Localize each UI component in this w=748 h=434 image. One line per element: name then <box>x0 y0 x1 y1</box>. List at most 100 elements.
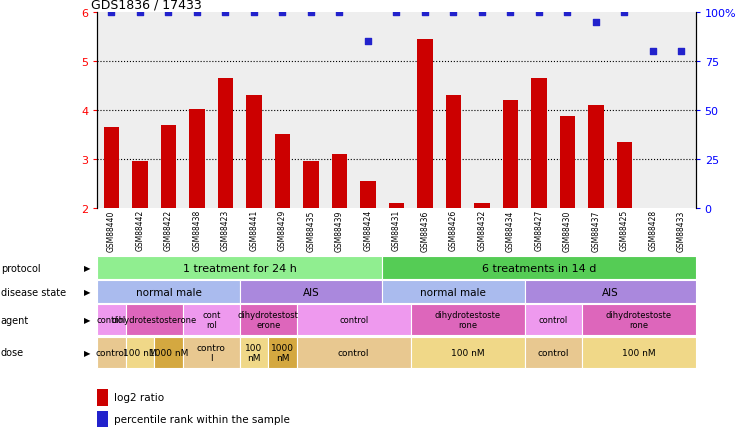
Point <box>134 10 146 16</box>
Point <box>533 10 545 16</box>
Bar <box>524 337 582 368</box>
Text: 1 treatment for 24 h: 1 treatment for 24 h <box>183 263 297 273</box>
Point <box>362 39 374 46</box>
Bar <box>97 389 108 406</box>
Bar <box>331 155 347 208</box>
Bar <box>417 40 433 208</box>
Text: 100 nM: 100 nM <box>451 348 485 357</box>
Bar <box>411 305 524 336</box>
Text: dose: dose <box>1 348 24 358</box>
Point <box>162 10 174 16</box>
Text: disease state: disease state <box>1 287 66 297</box>
Bar <box>382 280 524 303</box>
Text: 1000
nM: 1000 nM <box>271 343 294 362</box>
Point <box>305 10 317 16</box>
Bar <box>239 337 269 368</box>
Bar <box>97 256 382 279</box>
Text: contro
l: contro l <box>197 343 226 362</box>
Point <box>191 10 203 16</box>
Text: control: control <box>338 348 370 357</box>
Bar <box>154 337 183 368</box>
Text: control: control <box>539 316 568 325</box>
Point <box>105 10 117 16</box>
Text: 100
nM: 100 nM <box>245 343 263 362</box>
Bar <box>582 337 696 368</box>
Bar <box>474 204 490 208</box>
Bar <box>275 135 290 208</box>
Bar <box>297 337 411 368</box>
Text: normal male: normal male <box>420 287 486 297</box>
Bar <box>104 128 120 208</box>
Text: dihydrotestost
erone: dihydrotestost erone <box>238 311 298 329</box>
Text: AIS: AIS <box>602 287 619 297</box>
Bar <box>97 305 126 336</box>
Bar <box>645 208 660 255</box>
Bar <box>218 79 233 208</box>
Bar <box>524 280 696 303</box>
Bar <box>239 305 297 336</box>
Point <box>504 10 516 16</box>
Text: ▶: ▶ <box>85 287 91 296</box>
Bar <box>183 305 239 336</box>
Bar <box>360 181 375 208</box>
Point <box>447 10 459 16</box>
Text: 100 nM: 100 nM <box>622 348 655 357</box>
Bar <box>382 256 696 279</box>
Text: dihydrotestoste
rone: dihydrotestoste rone <box>606 311 672 329</box>
Point <box>277 10 289 16</box>
Text: log2 ratio: log2 ratio <box>114 393 164 402</box>
Bar <box>673 208 689 252</box>
Bar <box>189 110 205 208</box>
Text: 6 treatments in 14 d: 6 treatments in 14 d <box>482 263 596 273</box>
Text: protocol: protocol <box>1 263 40 273</box>
Text: ▶: ▶ <box>85 263 91 273</box>
Bar <box>183 337 239 368</box>
Point <box>248 10 260 16</box>
Point <box>334 10 346 16</box>
Bar <box>126 305 183 336</box>
Bar <box>246 96 262 208</box>
Point <box>590 19 602 26</box>
Text: control: control <box>96 316 126 325</box>
Bar <box>411 337 524 368</box>
Point <box>647 49 659 56</box>
Text: percentile rank within the sample: percentile rank within the sample <box>114 414 290 424</box>
Bar <box>161 125 177 208</box>
Bar <box>239 280 382 303</box>
Text: AIS: AIS <box>303 287 319 297</box>
Bar <box>297 305 411 336</box>
Bar <box>97 280 239 303</box>
Point <box>619 10 631 16</box>
Point <box>419 10 431 16</box>
Bar <box>132 162 148 208</box>
Bar <box>616 142 632 208</box>
Point <box>390 10 402 16</box>
Bar <box>303 162 319 208</box>
Bar <box>531 79 547 208</box>
Point <box>476 10 488 16</box>
Bar <box>560 116 575 208</box>
Bar <box>446 96 462 208</box>
Text: control: control <box>339 316 368 325</box>
Bar <box>389 204 404 208</box>
Text: control: control <box>537 348 569 357</box>
Text: GDS1836 / 17433: GDS1836 / 17433 <box>91 0 202 12</box>
Bar <box>582 305 696 336</box>
Bar <box>97 337 126 368</box>
Text: 100 nM: 100 nM <box>123 348 157 357</box>
Point <box>562 10 574 16</box>
Bar <box>269 337 297 368</box>
Bar <box>126 337 154 368</box>
Bar <box>588 106 604 208</box>
Text: normal male: normal male <box>135 287 201 297</box>
Point <box>675 49 687 56</box>
Text: dihydrotestoste
rone: dihydrotestoste rone <box>435 311 500 329</box>
Text: agent: agent <box>1 315 29 325</box>
Point <box>219 10 231 16</box>
Text: ▶: ▶ <box>85 348 91 357</box>
Text: 1000 nM: 1000 nM <box>149 348 188 357</box>
Bar <box>524 305 582 336</box>
Text: ▶: ▶ <box>85 316 91 325</box>
Text: dihydrotestosterone: dihydrotestosterone <box>111 316 197 325</box>
Bar <box>97 411 108 427</box>
